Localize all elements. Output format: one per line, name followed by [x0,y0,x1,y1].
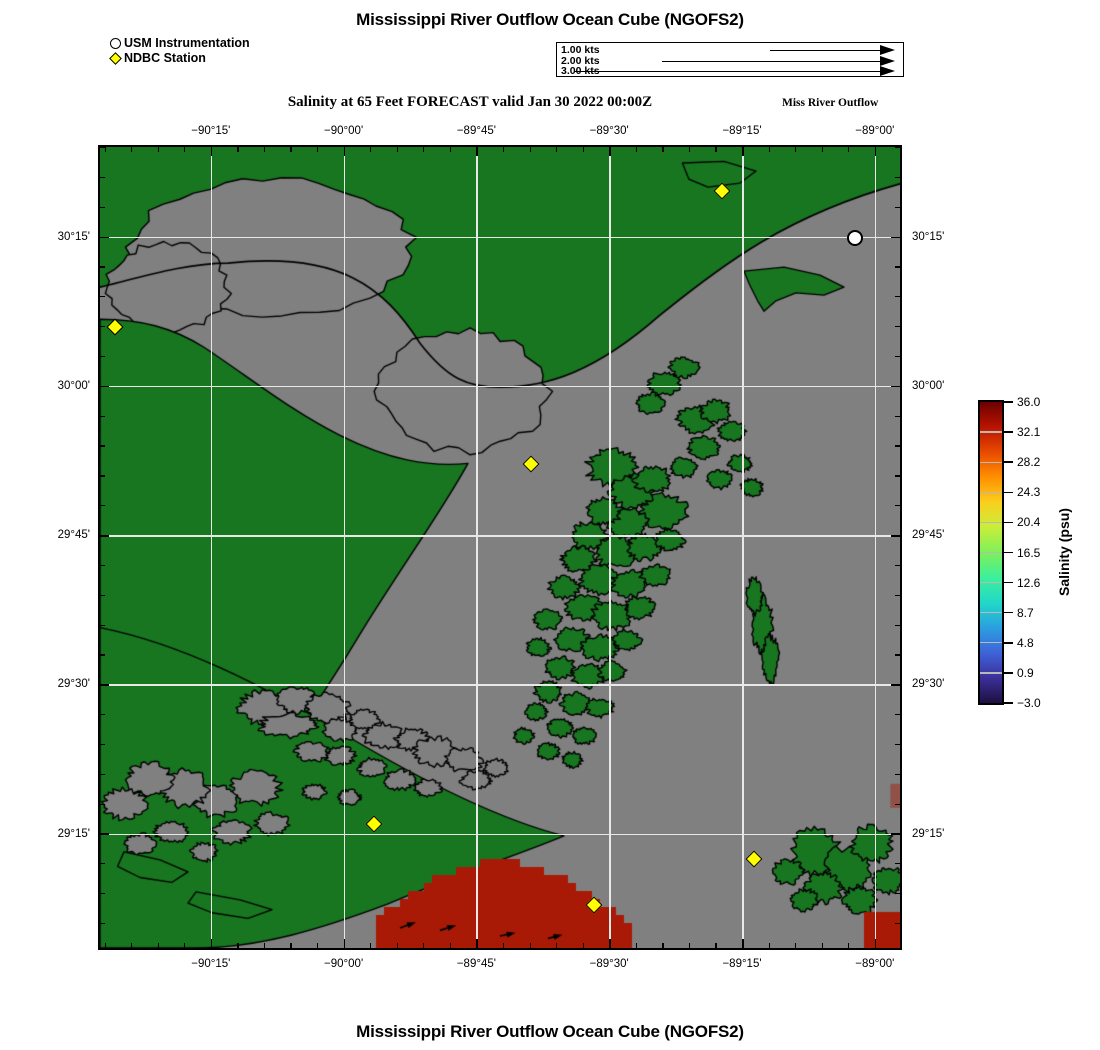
colorbar-inner-rule [980,642,1002,644]
gridline-vertical [476,147,478,948]
subtitle: Salinity at 65 Feet FORECAST valid Jan 3… [287,94,653,110]
gridline-horizontal [100,684,900,686]
colorbar-tick-label: 28.2 [1017,455,1041,470]
vector-arrowhead-3 [880,66,895,76]
vector-scale-box: 1.00 kts 2.00 kts 3.00 kts [556,42,904,77]
colorbar-tick [1004,491,1013,494]
usm-instrumentation-1[interactable] [847,229,864,246]
axis-label-x-top: −89°45' [456,125,496,137]
vector-shaft-2 [662,61,880,63]
gridline-vertical [609,147,611,948]
vector-arrowhead-1 [880,45,895,55]
colorbar-tick-label: 36.0 [1017,395,1041,409]
vector-arrowhead-2 [880,56,895,66]
colorbar-tick-label: 12.6 [1017,575,1041,590]
gridline-vertical [874,147,877,948]
axis-label-x-top: −90°15' [191,125,231,137]
axis-label-y-left: 29°45' [57,529,90,542]
colorbar-tick [1004,461,1013,463]
gridline-vertical [210,147,213,948]
axis-label-x-top: −89°00' [855,125,895,137]
axis-label-x-top: −89°15' [722,125,762,137]
page-title: Mississippi River Outflow Ocean Cube (NG… [356,10,744,29]
colorbar-tick-label: 32.1 [1017,425,1041,440]
axis-label-y-left: 29°30' [57,678,90,691]
vector-shaft-1 [770,50,880,52]
vector-scale-label-2: 2.00 kts [561,55,600,67]
diamond-marker-icon [109,52,122,65]
legend-item-ndbc: NDBC Station [109,51,250,66]
colorbar-inner-rule [980,491,1002,493]
axis-label-y-right: 29°30' [912,678,945,691]
vector-scale-row-1: 1.00 kts [557,44,903,56]
colorbar-tick-label: 24.3 [1017,485,1041,500]
axis-label-x-bottom: −90°00' [324,958,364,970]
axis-label-y-left: 30°15' [57,230,90,243]
axis-label-x-top: −90°00' [324,125,364,137]
colorbar-tick [1004,551,1013,554]
colorbar-inner-rule [980,461,1002,463]
colorbar-inner-rule [980,431,1002,433]
gridline-horizontal [100,833,900,836]
colorbar-title: Salinity (psu) [1056,508,1072,596]
colorbar-inner-rule [980,581,1002,584]
axis-label-y-right: 29°45' [912,529,945,542]
axis-label-y-right: 30°00' [912,379,945,392]
colorbar-tick [1004,521,1013,524]
colorbar-tick [1004,401,1013,403]
gridline-horizontal [100,236,900,239]
axis-label-y-left: 30°00' [57,379,90,392]
axis-label-y-right: 30°15' [912,230,945,243]
colorbar-tick [1004,611,1013,614]
axis-label-x-top: −89°30' [589,125,629,137]
axis-label-x-bottom: −90°15' [191,958,231,970]
axis-label-y-left: 29°15' [57,827,90,840]
vector-shaft-3 [575,71,880,73]
salinity-map-canvas [100,147,900,948]
axis-label-x-bottom: −89°45' [456,958,496,970]
vector-scale-label-1: 1.00 kts [561,44,600,56]
axis-label-x-bottom: −89°00' [855,958,895,970]
colorbar-tick-label: 0.9 [1017,665,1034,680]
axis-label-x-bottom: −89°30' [589,958,629,970]
colorbar-inner-rule [980,672,1002,674]
colorbar-tick [1004,642,1013,644]
panel-label: Miss River Outflow [782,97,879,109]
vector-scale-row-2: 2.00 kts [557,55,903,67]
legend-item-usm: USM Instrumentation [110,36,250,51]
colorbar-tick-label: 16.5 [1017,545,1041,560]
colorbar-tick-label: −3.0 [1017,696,1041,710]
colorbar-inner-rule [980,612,1002,614]
colorbar-tick [1004,431,1013,433]
circle-marker-icon [110,38,121,49]
colorbar-tick [1004,672,1013,674]
footer-title: Mississippi River Outflow Ocean Cube (NG… [356,1022,744,1041]
colorbar-inner-rule [980,551,1002,554]
colorbar-tick [1004,702,1013,704]
gridline-horizontal [100,535,900,537]
colorbar-inner-rule [980,521,1002,524]
legend-label-ndbc: NDBC Station [124,51,206,65]
gridline-vertical [343,147,346,948]
vector-scale-row-3: 3.00 kts [557,65,903,77]
colorbar-tick-label: 20.4 [1017,515,1041,530]
map-plot-area[interactable] [98,145,902,950]
axis-label-y-right: 29°15' [912,827,945,840]
gridline-horizontal [100,385,900,388]
colorbar-tick-label: 4.8 [1017,635,1034,650]
legend-label-usm: USM Instrumentation [124,36,250,50]
axis-label-x-bottom: −89°15' [722,958,762,970]
colorbar-tick [1004,581,1013,584]
colorbar-tick-label: 8.7 [1017,605,1034,620]
map-legend: USM Instrumentation NDBC Station [109,36,250,66]
gridline-vertical [742,147,744,948]
